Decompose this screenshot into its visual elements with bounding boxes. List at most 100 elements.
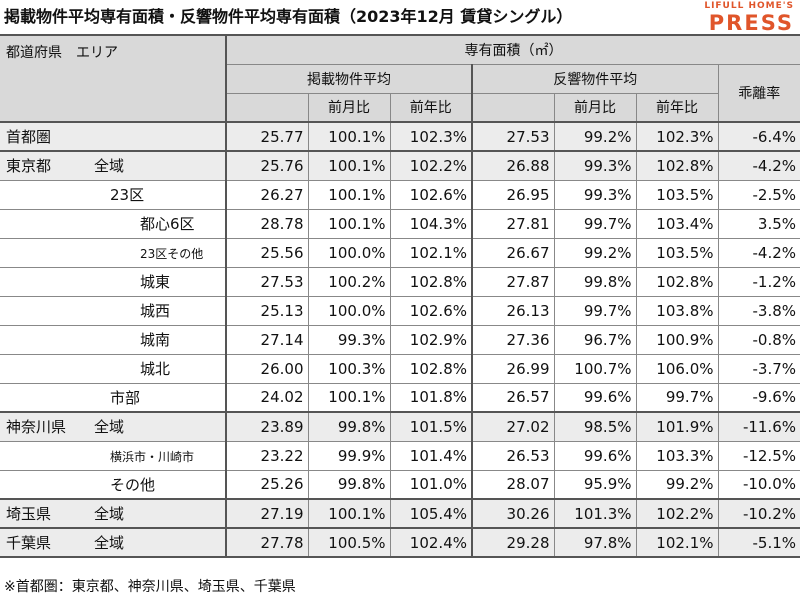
inquiry-area-cell: 26.88 <box>471 150 554 181</box>
listed-yoy-cell: 102.6% <box>389 180 472 210</box>
prefecture-label: 埼玉県 <box>6 505 52 523</box>
listed-area-cell: 28.78 <box>225 209 308 239</box>
logo-wordmark: PRESS <box>708 11 794 35</box>
listed-yoy-cell: 102.8% <box>389 354 472 384</box>
divergence-cell: 3.5% <box>717 209 800 239</box>
table-row: 神奈川県 全域 23.89 99.8% 101.5% 27.02 98.5% 101.9% -1… <box>0 411 800 442</box>
inquiry-area-cell: 27.36 <box>471 325 554 355</box>
divergence-cell: -4.2% <box>717 150 800 181</box>
table-row: 城西 25.13 100.0% 102.6% 26.13 99.7% 103.8% -3.8% <box>0 296 800 326</box>
listed-yoy-cell: 104.3% <box>389 209 472 239</box>
listed-area-cell: 23.89 <box>225 411 308 442</box>
listed-value-header <box>225 93 308 123</box>
inquiry-yoy-cell: 102.2% <box>635 498 718 529</box>
listed-area-cell: 27.78 <box>225 527 308 558</box>
listed-area-cell: 25.76 <box>225 150 308 181</box>
inquiry-mom-cell: 99.7% <box>553 296 636 326</box>
listed-mom-cell: 99.8% <box>307 411 390 442</box>
listed-area-cell: 25.77 <box>225 122 308 152</box>
listed-area-cell: 24.02 <box>225 383 308 413</box>
area-unit-header: 専有面積（㎡） <box>224 34 800 65</box>
inquiry-yoy-cell: 103.4% <box>635 209 718 239</box>
table-row: 都心6区 28.78 100.1% 104.3% 27.81 99.7% 103.4% 3.5… <box>0 209 800 239</box>
listed-header: 掲載物件平均 <box>225 64 472 94</box>
inquiry-area-cell: 26.99 <box>471 354 554 384</box>
divergence-cell: -1.2% <box>717 267 800 297</box>
listed-mom-cell: 99.3% <box>307 325 390 355</box>
inquiry-mom-header: 前月比 <box>553 93 636 123</box>
area-label: 横浜市・川崎市 <box>110 449 195 464</box>
inquiry-yoy-cell: 101.9% <box>635 411 718 442</box>
inquiry-area-cell: 26.53 <box>471 441 554 471</box>
header-row-3: 前月比 前年比 前月比 前年比 <box>0 93 800 123</box>
table-row: 城南 27.14 99.3% 102.9% 27.36 96.7% 100.9% -0.8% <box>0 325 800 355</box>
listed-yoy-cell: 105.4% <box>389 498 472 529</box>
inquiry-mom-cell: 99.7% <box>553 209 636 239</box>
inquiry-mom-cell: 98.5% <box>553 411 636 442</box>
inquiry-area-cell: 26.13 <box>471 296 554 326</box>
inquiry-area-cell: 26.95 <box>471 180 554 210</box>
table-row: 埼玉県 全域 27.19 100.1% 105.4% 30.26 101.3% 102.2% -… <box>0 498 800 529</box>
inquiry-mom-cell: 99.2% <box>553 122 636 152</box>
area-label: 23区 <box>110 186 145 204</box>
inquiry-area-cell: 27.81 <box>471 209 554 239</box>
inquiry-yoy-header: 前年比 <box>635 93 718 123</box>
inquiry-mom-cell: 100.7% <box>553 354 636 384</box>
listed-yoy-cell: 102.2% <box>389 150 472 181</box>
prefecture-label: 東京都 <box>6 157 52 176</box>
listed-mom-cell: 100.2% <box>307 267 390 297</box>
divergence-cell: -11.6% <box>717 411 800 442</box>
inquiry-yoy-cell: 99.7% <box>635 383 718 413</box>
listed-area-cell: 25.26 <box>225 470 308 500</box>
table-row: 城東 27.53 100.2% 102.8% 27.87 99.8% 102.8% -1.2% <box>0 267 800 297</box>
inquiry-yoy-cell: 103.3% <box>635 441 718 471</box>
area-label: 城西 <box>140 302 171 320</box>
divergence-cell: -9.6% <box>717 383 800 413</box>
footnote: ※首都圏：東京都、神奈川県、埼玉県、千葉県 <box>4 579 296 595</box>
listed-yoy-cell: 101.0% <box>389 470 472 500</box>
area-label: 市部 <box>110 388 141 407</box>
table-row: 横浜市・川崎市 23.22 99.9% 101.4% 26.53 99.6% 103.3% -… <box>0 441 800 471</box>
listed-mom-cell: 100.3% <box>307 354 390 384</box>
listed-mom-cell: 100.1% <box>307 150 390 181</box>
listed-mom-cell: 100.0% <box>307 238 390 268</box>
region-cell: 埼玉県 全域 <box>0 498 226 529</box>
listed-mom-cell: 100.1% <box>307 383 390 413</box>
header-row-1: 都道府県 エリア 専有面積（㎡） <box>0 34 800 123</box>
listed-yoy-cell: 101.8% <box>389 383 472 413</box>
region-cell: 城北 <box>0 354 226 384</box>
region-cell: 城東 <box>0 267 226 297</box>
inquiry-yoy-cell: 103.8% <box>635 296 718 326</box>
table-row: 23区 26.27 100.1% 102.6% 26.95 99.3% 103.5% -2.5… <box>0 180 800 210</box>
listed-yoy-cell: 102.6% <box>389 296 472 326</box>
region-cell: 都心6区 <box>0 209 226 239</box>
inquiry-area-cell: 27.53 <box>471 122 554 152</box>
listed-mom-cell: 100.5% <box>307 527 390 558</box>
inquiry-area-cell: 30.26 <box>471 498 554 529</box>
divergence-cell: -10.0% <box>717 470 800 500</box>
listed-area-cell: 26.27 <box>225 180 308 210</box>
inquiry-mom-cell: 99.8% <box>553 267 636 297</box>
listed-area-cell: 25.56 <box>225 238 308 268</box>
divergence-cell: -5.1% <box>717 527 800 558</box>
inquiry-mom-cell: 95.9% <box>553 470 636 500</box>
table-row: 城北 26.00 100.3% 102.8% 26.99 100.7% 106.0% -3.7… <box>0 354 800 384</box>
region-cell: 城南 <box>0 325 226 355</box>
page-title: 掲載物件平均専有面積・反響物件平均専有面積（2023年12月 賃貸シングル） <box>4 7 573 26</box>
divergence-cell: -3.8% <box>717 296 800 326</box>
area-label: 城南 <box>140 331 171 349</box>
area-label: 全域 <box>94 157 125 176</box>
listed-mom-cell: 100.0% <box>307 296 390 326</box>
listed-mom-cell: 100.1% <box>307 498 390 529</box>
listed-yoy-cell: 102.9% <box>389 325 472 355</box>
region-header: 都道府県 エリア <box>0 34 226 123</box>
table-row: 首都圏 25.77 100.1% 102.3% 27.53 99.2% 102.3% -6.4… <box>0 122 800 152</box>
inquiry-value-header <box>471 93 554 123</box>
listed-mom-header: 前月比 <box>307 93 390 123</box>
inquiry-area-cell: 29.28 <box>471 527 554 558</box>
region-cell: 首都圏 <box>0 122 226 152</box>
listed-area-cell: 25.13 <box>225 296 308 326</box>
divergence-cell: -10.2% <box>717 498 800 529</box>
prefecture-label: 神奈川県 <box>6 418 67 437</box>
region-cell: 市部 <box>0 383 226 413</box>
